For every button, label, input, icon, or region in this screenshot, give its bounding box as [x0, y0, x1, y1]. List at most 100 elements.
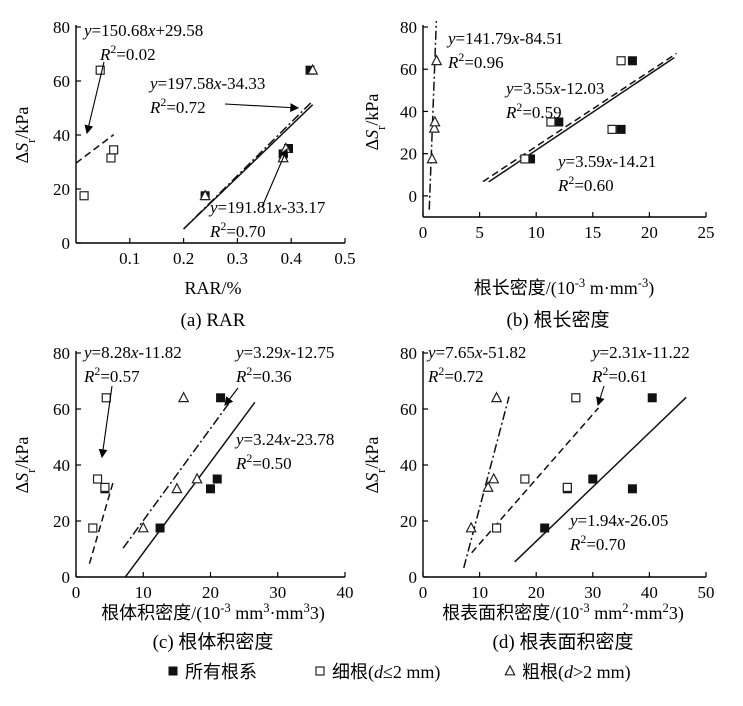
x-tick-label: 10 [471, 583, 488, 602]
panel-caption: (d) 根表面积密度 [493, 631, 634, 653]
y-tick-label: 60 [400, 400, 417, 419]
y-tick-label: 40 [400, 102, 417, 121]
fit-r-squared: R2=0.72 [427, 364, 484, 386]
fit-equation: y=3.29x-12.75 [234, 343, 334, 362]
point-coarse [177, 391, 190, 403]
x-axis-title: 根体积密度/(10-3 mm3·mm33) [101, 601, 325, 624]
legend: 所有根系 细根(d≤2 mm) 粗根(d>2 mm) [168, 662, 631, 683]
point-all [616, 124, 626, 134]
leader-arrow [224, 103, 300, 112]
x-tick-label: 50 [698, 583, 715, 602]
fit-line-coarse [122, 400, 232, 549]
point-fine [571, 393, 581, 403]
panel-caption: (c) 根体积密度 [153, 631, 274, 653]
point-all [588, 474, 598, 484]
point-all [627, 484, 637, 494]
y-tick-label: 20 [53, 180, 70, 199]
x-tick-label: 0.3 [227, 249, 248, 268]
fit-equation: y=141.79x-84.51 [446, 29, 563, 48]
fit-equation: y=3.55x-12.03 [504, 79, 604, 98]
legend-label-fine: 细根(d≤2 mm) [332, 662, 440, 683]
point-fine [95, 65, 105, 75]
fit-line-fine [471, 407, 600, 554]
x-tick-label: 5 [475, 223, 484, 242]
point-fine [109, 145, 119, 155]
point-fine [562, 482, 572, 492]
point-all [216, 393, 226, 403]
legend-label-coarse: 粗根(d>2 mm) [522, 662, 631, 683]
point-fine [79, 191, 89, 201]
y-tick-label: 20 [400, 145, 417, 164]
fit-r-squared: R2=0.61 [591, 364, 648, 386]
fit-r-squared: R2=0.72 [149, 95, 206, 117]
x-axis-title: 根长密度/(10-3 m·mm-3) [474, 276, 655, 299]
x-tick-label: 30 [584, 583, 601, 602]
y-tick-label: 20 [53, 512, 70, 531]
point-coarse [307, 63, 319, 75]
leader-arrow [98, 385, 113, 459]
point-fine [491, 523, 502, 533]
y-axis-title: ΔSr/kPa [362, 94, 388, 151]
y-axis-title: ΔSr/kPa [12, 437, 38, 494]
y-tick-label: 80 [400, 344, 417, 363]
panel-d: 0 20 40 60 80 0 10 20 30 40 50 y=7.65x-51.82 R2=0.72… [362, 343, 715, 653]
point-coarse [488, 472, 500, 484]
fit-r-squared: R2=0.60 [557, 173, 614, 195]
point-coarse [490, 391, 503, 403]
x-tick-label: 0 [419, 223, 428, 242]
fit-equation: y=3.59x-14.21 [556, 152, 656, 171]
point-fine [546, 117, 556, 127]
point-all [206, 484, 215, 494]
fit-line-fine [482, 52, 677, 183]
fit-r-squared: R2=0.70 [209, 219, 266, 241]
fit-equation: y=150.68x+29.58 [82, 21, 203, 40]
x-axis-title: 根表面积密度/(10-3 mm2·mm23) [442, 601, 684, 624]
y-tick-label: 0 [62, 568, 71, 587]
fit-equation: y=1.94x-26.05 [568, 511, 668, 530]
fit-line-coarse [463, 396, 510, 569]
point-coarse [482, 481, 494, 492]
point-all [540, 523, 550, 533]
point-coarse [137, 521, 149, 533]
fit-r-squared: R2=0.57 [83, 364, 140, 386]
fit-r-squared: R2=0.96 [447, 50, 504, 72]
x-tick-label: 20 [641, 223, 658, 242]
y-tick-label: 60 [53, 400, 70, 419]
x-tick-label: 20 [528, 583, 545, 602]
point-fine [520, 474, 530, 484]
legend-marker-all [168, 666, 178, 676]
x-tick-label: 40 [337, 583, 354, 602]
y-axis-title: ΔSr/kPa [362, 437, 388, 494]
x-tick-label: 30 [269, 583, 286, 602]
y-tick-label: 20 [400, 512, 417, 531]
point-coarse [430, 54, 443, 66]
panel-caption: (b) 根长密度 [507, 309, 610, 331]
x-tick-label: 20 [202, 583, 219, 602]
leader-arrow [224, 387, 239, 406]
panel-caption: (a) RAR [181, 310, 246, 331]
fit-equation: y=7.65x-51.82 [426, 343, 526, 362]
y-axis-title: ΔSr/kPa [12, 107, 38, 164]
panel-b: 0 20 40 60 80 0 5 10 15 20 25 y=141.79x-84.51 R2=0.9… [362, 18, 715, 331]
point-fine [100, 482, 110, 492]
point-all [155, 523, 165, 533]
x-tick-label: 25 [698, 223, 715, 242]
point-coarse [426, 152, 438, 164]
point-fine [106, 153, 116, 163]
point-fine [520, 154, 530, 164]
fit-line-all [488, 57, 675, 183]
x-tick-label: 10 [135, 583, 152, 602]
y-tick-label: 80 [53, 18, 70, 37]
fit-equation: y=3.24x-23.78 [234, 430, 334, 449]
fit-equation: y=8.28x-11.82 [82, 343, 182, 362]
fit-r-squared: R2=0.02 [99, 42, 156, 64]
x-tick-label: 15 [584, 223, 601, 242]
point-coarse [465, 521, 477, 533]
point-fine [88, 523, 98, 533]
fit-equation: y=197.58x-34.33 [148, 74, 265, 93]
panel-c: 0 20 40 60 80 0 10 20 30 40 y=8.28x-11.82 R2=0.57 y=… [12, 343, 354, 653]
fit-r-squared: R2=0.36 [235, 364, 292, 386]
fit-line-fine [88, 482, 114, 564]
